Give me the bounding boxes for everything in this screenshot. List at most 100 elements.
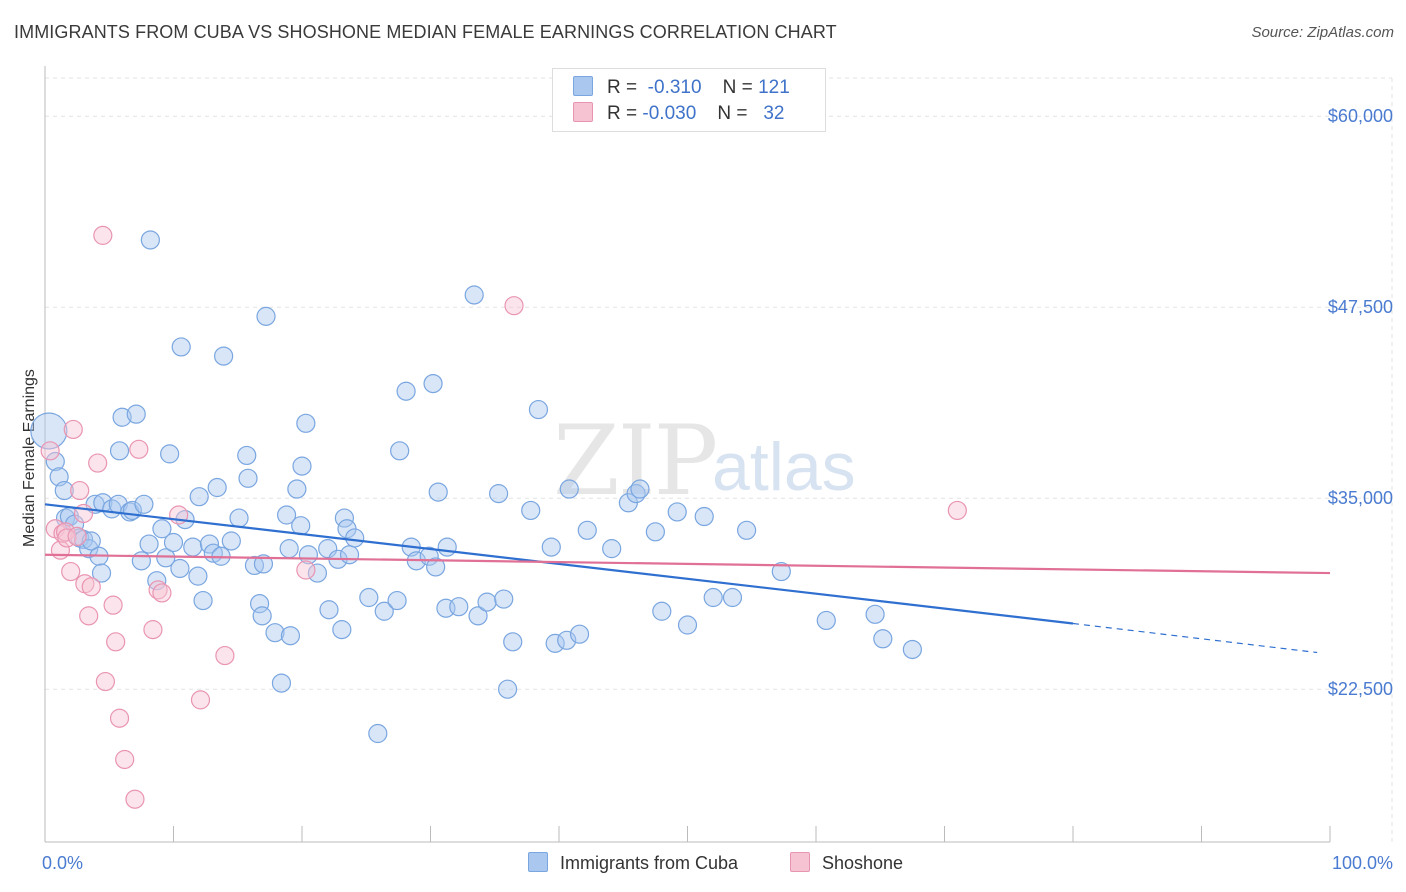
point-cuba [437, 537, 457, 557]
legend-swatch-cuba [573, 76, 593, 96]
bottom-legend-swatch-cuba [528, 852, 548, 872]
bottom-legend-swatch-shoshone [790, 852, 810, 872]
point-shoshone [190, 690, 211, 710]
point-cuba [494, 589, 514, 609]
point-cuba [865, 604, 885, 624]
point-shoshone [129, 439, 149, 459]
point-cuba [253, 554, 274, 574]
point-cuba [221, 531, 241, 551]
point-shoshone [109, 708, 130, 728]
point-cuba [252, 606, 272, 626]
point-cuba [54, 480, 74, 501]
point-cuba [229, 508, 249, 528]
point-cuba [368, 723, 388, 744]
bottom-legend-cuba: Immigrants from Cuba [528, 852, 738, 874]
point-shoshone [40, 441, 60, 461]
legend-r-label: R = [607, 103, 638, 124]
point-cuba [449, 597, 469, 617]
point-shoshone [55, 522, 76, 542]
point-cuba [645, 522, 665, 542]
data-points [30, 225, 967, 809]
point-cuba [287, 479, 307, 499]
point-cuba [464, 285, 484, 305]
chart-title: IMMIGRANTS FROM CUBA VS SHOSHONE MEDIAN … [14, 22, 837, 42]
point-cuba [156, 548, 176, 568]
point-cuba [498, 679, 518, 699]
point-cuba [265, 623, 285, 643]
point-shoshone [103, 595, 123, 615]
point-cuba [602, 539, 622, 559]
point-cuba [541, 537, 561, 557]
point-cuba [521, 500, 541, 521]
point-cuba [319, 600, 339, 620]
point-cuba [390, 441, 410, 461]
point-cuba [91, 563, 112, 583]
point-cuba [630, 479, 650, 499]
watermark-atlas: atlas [712, 429, 856, 505]
point-shoshone [152, 583, 172, 603]
legend-n-label: N = [722, 77, 753, 98]
point-cuba [279, 539, 299, 559]
y-tick-label: $60,000 [1328, 106, 1393, 126]
point-cuba [276, 505, 297, 525]
point-shoshone [88, 453, 108, 473]
legend-r-label: R = [607, 77, 638, 98]
point-cuba [238, 468, 258, 488]
point-cuba [667, 502, 687, 522]
point-cuba [152, 519, 172, 539]
point-cuba [577, 520, 597, 540]
point-shoshone [296, 560, 316, 580]
point-cuba [271, 673, 292, 693]
x-tick-label: 0.0% [42, 853, 83, 873]
point-cuba [30, 412, 68, 450]
point-cuba [396, 381, 416, 401]
point-cuba [387, 590, 407, 611]
point-cuba [528, 399, 549, 420]
point-cuba [694, 506, 714, 527]
point-cuba [428, 482, 448, 502]
point-cuba [237, 445, 257, 466]
source-label: Source: ZipAtlas.com [1251, 24, 1394, 41]
point-shoshone [70, 480, 90, 501]
point-shoshone [125, 789, 145, 809]
point-shoshone [61, 561, 81, 582]
point-shoshone [143, 620, 163, 640]
point-cuba [737, 520, 757, 540]
point-cuba [816, 610, 836, 631]
legend-r-value: -0.030 [642, 103, 697, 124]
point-cuba [771, 561, 791, 582]
point-cuba [477, 592, 497, 612]
legend-r-value: -0.310 [647, 77, 702, 98]
correlation-legend: R = -0.310 N = 121 R = -0.030 N = 32 [552, 68, 826, 132]
legend-row-cuba: R = -0.310 N = 121 [573, 76, 790, 100]
point-cuba [307, 563, 328, 583]
point-cuba [296, 413, 316, 433]
point-cuba [291, 516, 311, 536]
point-cuba [545, 633, 565, 653]
point-cuba [81, 531, 101, 551]
point-cuba [468, 606, 488, 626]
y-tick-label: $22,500 [1328, 679, 1393, 699]
point-cuba [359, 587, 379, 608]
point-shoshone [79, 606, 99, 626]
point-cuba [256, 306, 276, 326]
point-shoshone [504, 296, 524, 316]
trend-line-cuba-extrapolated [1072, 622, 1318, 654]
point-shoshone [95, 671, 115, 692]
point-shoshone [81, 577, 101, 597]
point-cuba [332, 620, 352, 640]
point-cuba [170, 558, 190, 579]
point-shoshone [215, 645, 235, 666]
point-cuba [45, 451, 65, 472]
point-cuba [193, 590, 213, 611]
point-cuba [188, 566, 208, 586]
point-cuba [79, 539, 99, 559]
legend-row-shoshone: R = -0.030 N = 32 [573, 102, 784, 126]
point-shoshone [63, 419, 83, 440]
bottom-legend-shoshone: Shoshone [790, 852, 903, 874]
y-tick-label: $47,500 [1328, 297, 1393, 317]
legend-n-value: 121 [758, 77, 790, 98]
trend-lines [44, 503, 1331, 654]
trend-line-shoshone [44, 553, 1331, 575]
